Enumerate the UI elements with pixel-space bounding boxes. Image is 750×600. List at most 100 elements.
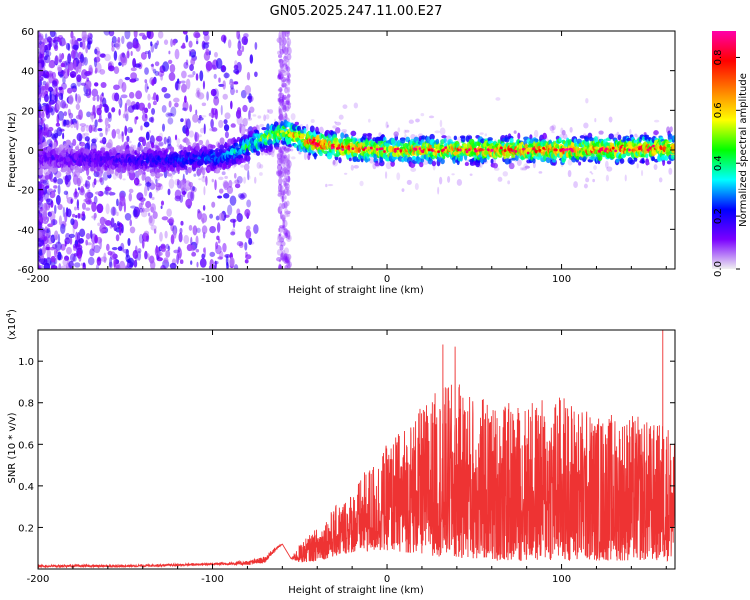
spectrogram-cell	[167, 245, 171, 252]
spectrogram-cell	[96, 107, 102, 116]
spectrogram-cell	[168, 50, 171, 55]
spectrogram-cell	[216, 222, 221, 233]
spectrogram-cell	[64, 212, 68, 223]
spectrogram-cell	[431, 160, 437, 167]
spectrogram-cell	[153, 228, 157, 234]
spectrogram-cell	[106, 243, 110, 252]
spectrogram-cell	[280, 150, 284, 157]
spectrogram-cell	[39, 195, 44, 203]
spectrogram-cell	[284, 182, 288, 189]
spectrogram-cell	[281, 44, 287, 54]
figure-title: GN05.2025.247.11.00.E27	[270, 4, 443, 19]
spectrogram-cell	[161, 86, 168, 93]
spectrogram-cell	[157, 143, 163, 146]
spectrogram-cell	[487, 137, 493, 142]
spectrogram-cell	[185, 127, 190, 137]
spectrogram-cell	[195, 37, 199, 45]
spectrogram-cell	[150, 224, 157, 231]
spectrogram-cell	[279, 148, 283, 154]
spectrogram-cell	[199, 70, 204, 82]
spectrogram-cell	[442, 148, 445, 152]
spectrogram-cell	[200, 213, 208, 224]
spectrogram-cell	[168, 100, 172, 108]
spectrogram-cell	[120, 94, 128, 99]
spectrogram-cell	[603, 149, 607, 153]
spectrogram-cell	[285, 253, 292, 261]
spectrogram-cell	[594, 117, 597, 123]
spectrogram-cell	[78, 168, 83, 173]
spectrogram-cell	[183, 190, 186, 198]
spectrogram-cell	[86, 242, 93, 246]
spectrogram-cell	[86, 77, 90, 82]
spectrogram-cell	[283, 182, 290, 186]
snr-xlabel: Height of straight line (km)	[288, 585, 424, 596]
spectrogram-cell	[242, 117, 248, 127]
spectrogram-cell	[56, 178, 64, 185]
spectrogram-cell	[652, 144, 655, 148]
spectrogram-cell	[100, 147, 106, 152]
spectrogram-cell	[234, 183, 241, 189]
spectrogram-cell	[338, 114, 344, 120]
spectrogram-cell	[203, 186, 206, 196]
spectrogram-cell	[124, 102, 128, 113]
spectrogram-cell	[393, 131, 399, 137]
spectrogram-cell	[286, 80, 291, 84]
spectrogram-cell	[116, 198, 119, 207]
spectrogram-cell	[188, 224, 193, 231]
spectrogram-cell	[567, 158, 573, 166]
spectrogram-cell	[254, 176, 257, 184]
spectrogram-cell	[282, 156, 287, 165]
spectrogram-cell	[244, 85, 252, 95]
spectrogram-cell	[245, 229, 252, 239]
spectrogram-cell	[640, 169, 644, 177]
spectrogram-cell	[211, 178, 214, 183]
spectrogram-cell	[209, 127, 215, 132]
spectrogram-cell	[583, 122, 589, 129]
spectrogram-cell	[70, 31, 74, 39]
spectrogram-cell	[153, 175, 160, 182]
snr-ytick-label: 0.2	[18, 523, 34, 534]
spectrogram-cell	[72, 44, 79, 50]
spectrogram-cell	[159, 132, 164, 140]
spectrogram-cell	[93, 57, 97, 68]
spectrogram-cell	[517, 132, 521, 140]
spectrogram-xtick-label: 0	[384, 274, 390, 285]
spectrogram-cell	[192, 113, 199, 123]
spectrogram-cell	[205, 175, 208, 186]
spectrogram-cell	[148, 117, 154, 123]
spectrogram-cell	[444, 146, 448, 150]
spectrogram-cell	[57, 34, 63, 40]
colorbar-tick-label: 0.6	[713, 102, 724, 118]
spectrogram-cell	[220, 34, 227, 43]
spectrogram-cell	[91, 215, 96, 219]
spectrogram-cell	[196, 261, 199, 268]
spectrogram-cell	[79, 123, 87, 127]
spectrogram-cell	[41, 85, 47, 97]
spectrogram-cell	[208, 50, 211, 56]
spectrogram-cell	[59, 100, 67, 109]
colorbar-tick-label: 0.4	[713, 155, 724, 171]
spectrogram-cell	[279, 184, 284, 192]
spectrogram-cell	[64, 175, 69, 186]
snr-xtick-label: 100	[552, 574, 571, 585]
spectrogram-cell	[71, 88, 77, 93]
spectrogram-cell	[234, 179, 240, 184]
spectrogram-cell	[96, 50, 101, 58]
spectrogram-cell	[126, 99, 131, 106]
spectrogram-cell	[341, 129, 348, 133]
spectrogram-cell	[212, 88, 219, 100]
spectrogram-cell	[209, 251, 216, 257]
spectrogram-cell	[284, 195, 287, 200]
spectrogram-cell	[93, 195, 98, 205]
spectrogram-cell	[467, 148, 471, 152]
spectrogram-cell	[249, 95, 254, 102]
spectrogram-cell	[277, 54, 283, 58]
spectrogram-cell	[153, 138, 157, 141]
spectrogram-cell	[84, 180, 91, 190]
spectrogram-cell	[38, 202, 41, 208]
spectrogram-cell	[401, 188, 405, 192]
spectrogram-cell	[155, 135, 163, 142]
spectrogram-cell	[533, 129, 539, 138]
spectrogram-cell	[40, 129, 44, 135]
spectrogram-cell	[222, 80, 226, 90]
